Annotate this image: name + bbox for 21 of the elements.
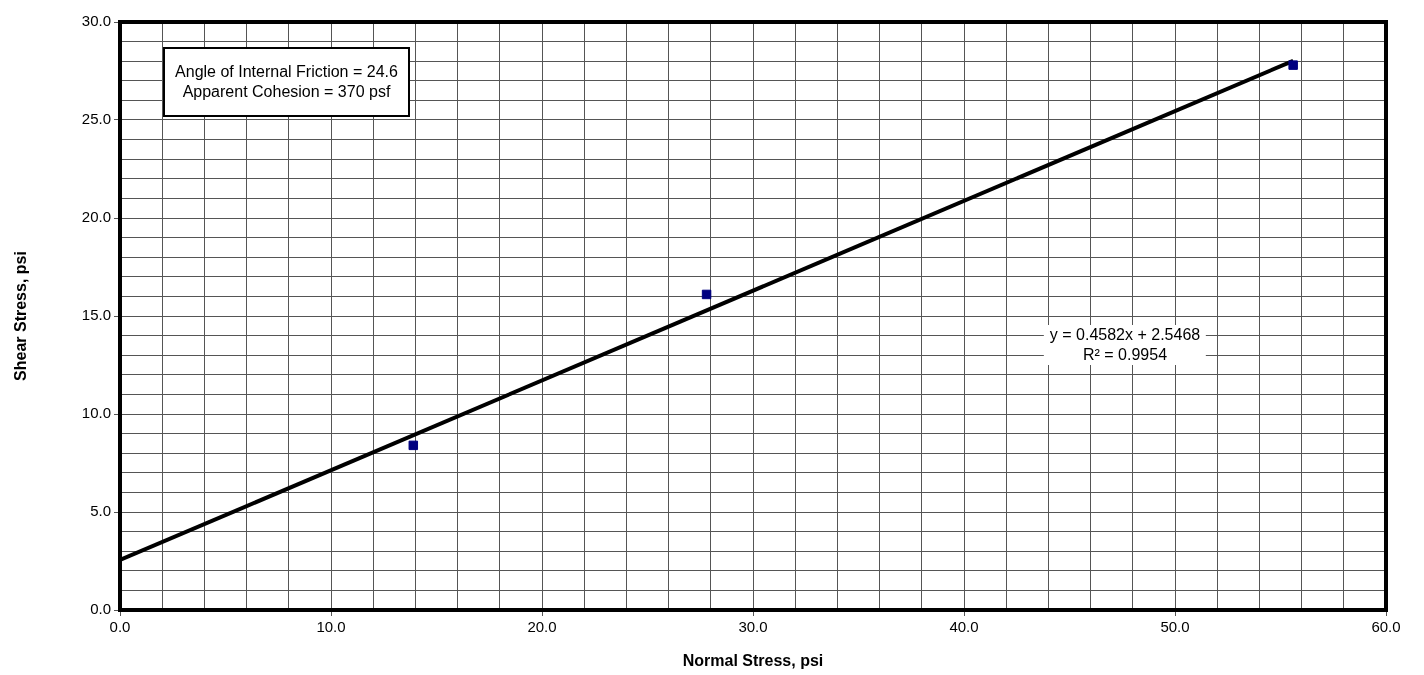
y-tick-label: 15.0: [81, 306, 111, 324]
annotation: y = 0.4582x + 2.5468 R² = 0.9954: [1049, 325, 1201, 365]
y-tick-label: 10.0: [81, 404, 111, 422]
x-tick-label: 20.0: [527, 618, 557, 636]
x-tick-label: 0.0: [109, 618, 131, 636]
x-tick-label: 40.0: [949, 618, 979, 636]
y-tick-label: 25.0: [81, 110, 111, 128]
y-tick-label: 5.0: [90, 502, 111, 520]
point: [1288, 60, 1298, 70]
x-axis-title: Normal Stress, psi: [682, 651, 824, 669]
x-tick-label: 10.0: [316, 618, 346, 636]
point: [408, 440, 419, 451]
y-tick-label: 20.0: [81, 208, 111, 226]
x-tick-label: 30.0: [738, 618, 768, 636]
x-tick-label: 50.0: [1160, 618, 1190, 636]
y-tick-label: 30.0: [81, 12, 111, 30]
y-axis-title: Shear Stress, psi: [12, 251, 30, 381]
point: [701, 289, 712, 300]
annotation: Angle of Internal Friction = 24.6 Apparent Cohesion = 370 psf: [175, 62, 398, 102]
x-tick-label: 60.0: [1371, 618, 1401, 636]
y-tick-label: 0.0: [90, 600, 111, 618]
